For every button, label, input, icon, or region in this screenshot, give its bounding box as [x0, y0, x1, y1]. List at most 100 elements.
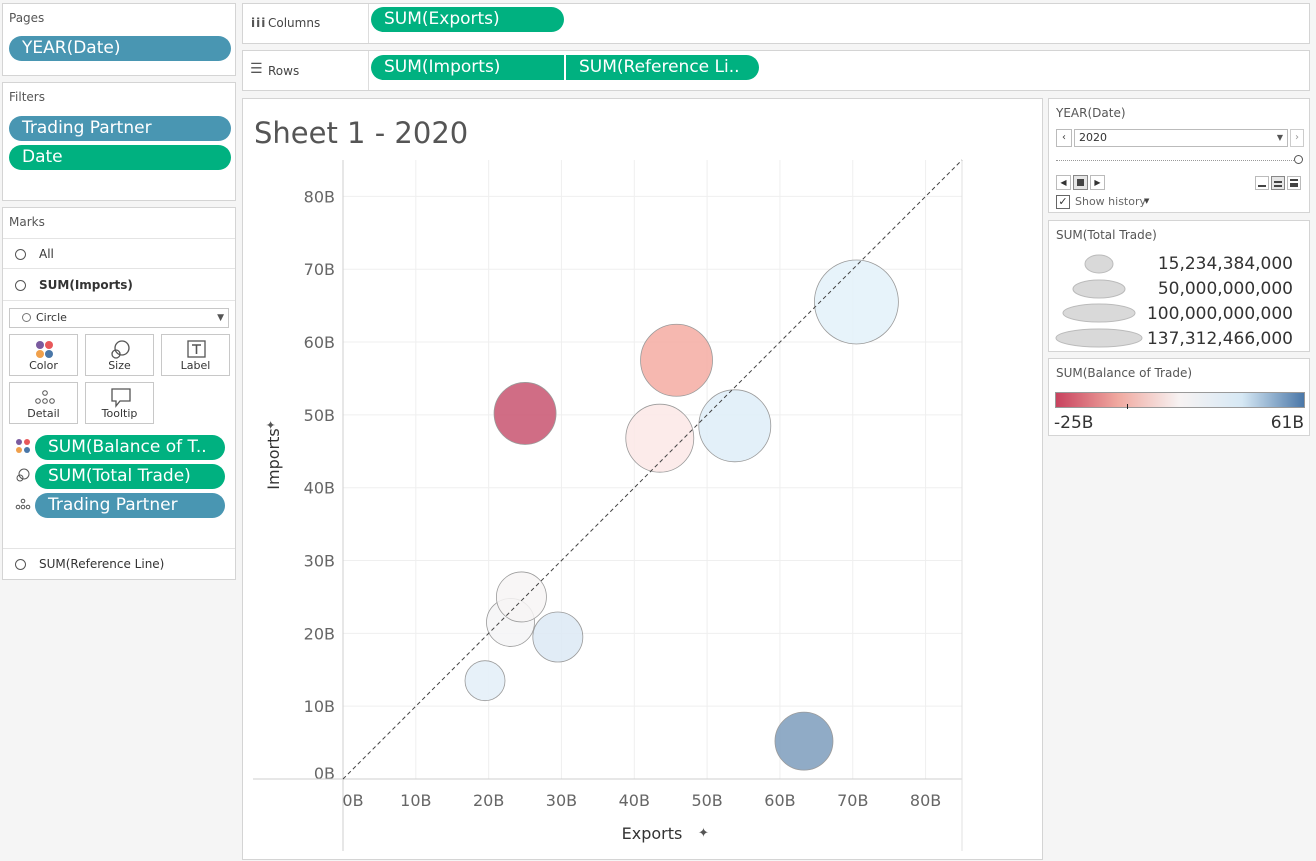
x-tick-label: 10B [400, 791, 431, 810]
detail-button[interactable]: Detail [9, 382, 78, 424]
scatter-point [640, 323, 713, 397]
page-slider-track[interactable] [1056, 160, 1296, 163]
stop-icon [1077, 179, 1084, 186]
x-tick-label: 80B [910, 791, 941, 810]
filter-pill-date[interactable]: Date [9, 145, 231, 170]
y-tick-label: 50B [304, 406, 335, 425]
size-legend-mark-2 [1072, 279, 1126, 299]
y-axis-title: Imports [264, 428, 283, 489]
scatter-chart: Sheet 1 - 2020 0B 0B 10B 10B 20B 20B 30B 30B 40B… [253, 116, 963, 851]
scatter-point [464, 660, 506, 702]
tooltip-icon [111, 388, 131, 408]
marks-pill-total-trade[interactable]: SUM(Total Trade) [35, 464, 225, 489]
detail-icon [35, 390, 55, 404]
reference-line [342, 159, 963, 780]
size-legend-entry-2: 50,000,000,000 [1157, 279, 1293, 299]
show-history-checkbox[interactable]: ✓ [1056, 195, 1070, 209]
chevron-down-icon: ▼ [217, 313, 224, 323]
size-legend-mark-3 [1062, 303, 1136, 323]
y-tick-label: 30B [304, 552, 335, 571]
page-control-title: YEAR(Date) [1056, 106, 1126, 120]
next-page-button[interactable]: › [1290, 129, 1304, 147]
speed-medium-button[interactable] [1271, 176, 1285, 190]
year-select[interactable]: 2020 ▼ [1074, 129, 1288, 147]
y-tick-label: 70B [304, 260, 335, 279]
color-button[interactable]: Color [9, 334, 78, 376]
prev-page-button[interactable]: ‹ [1056, 129, 1072, 147]
chart-title: Sheet 1 - 2020 [254, 116, 468, 150]
rows-pill-imports[interactable]: SUM(Imports) [371, 55, 564, 80]
size-legend-mark-1 [1084, 254, 1114, 274]
rows-pill-reference-line[interactable]: SUM(Reference Li.. [566, 55, 759, 80]
y-axis-pin-icon: ✦ [264, 420, 278, 430]
marks-pill-trading-partner[interactable]: Trading Partner [35, 493, 225, 518]
filters-title: Filters [9, 90, 45, 104]
mark-type-value: Circle [36, 311, 67, 324]
label-button[interactable]: Label [161, 334, 230, 376]
circle-icon [22, 313, 31, 322]
speed-fast-icon [1290, 179, 1298, 187]
label-button-label: Label [180, 359, 211, 372]
scatter-point [814, 259, 899, 345]
scatter-point [698, 389, 772, 463]
speed-slow-button[interactable] [1255, 176, 1269, 190]
columns-divider [368, 4, 369, 43]
marks-tab-reference-label: SUM(Reference Line) [39, 557, 165, 571]
x-tick-label: 50B [691, 791, 722, 810]
show-history-dropdown-icon[interactable]: ▼ [1144, 197, 1150, 205]
marks-card: Marks All SUM(Imports) Circle ▼ Color Si… [2, 207, 236, 580]
x-tick-label: 70B [837, 791, 868, 810]
x-axis-pin-icon: ✦ [698, 826, 709, 841]
speed-medium-icon [1274, 181, 1282, 187]
size-legend-title: SUM(Total Trade) [1056, 228, 1157, 242]
y-tick-label: 60B [304, 333, 335, 352]
chart-axes: 0B 0B 10B 10B 20B 20B 30B 30B 40B 40B 50B 50B 60B 60B… [253, 160, 963, 851]
pages-pill-year-date[interactable]: YEAR(Date) [9, 36, 231, 61]
step-back-button[interactable]: ◀ [1056, 175, 1071, 190]
columns-shelf: iii Columns SUM(Exports) [242, 3, 1310, 44]
detail-encoding-icon [15, 498, 31, 510]
color-icon [36, 341, 53, 358]
color-legend-min: -25B [1054, 413, 1094, 433]
size-legend-marks [1055, 254, 1143, 348]
color-legend-zero-tick [1127, 404, 1128, 409]
size-legend-entry-4: 137,312,466,000 [1146, 329, 1293, 349]
pages-card: Pages YEAR(Date) [2, 3, 236, 76]
stop-button[interactable] [1073, 175, 1088, 190]
speed-slow-icon [1258, 185, 1266, 187]
size-button[interactable]: Size [85, 334, 154, 376]
color-legend-card: SUM(Balance of Trade) -25B 61B [1048, 358, 1310, 436]
size-button-label: Size [108, 359, 131, 372]
tooltip-button[interactable]: Tooltip [85, 382, 154, 424]
size-legend-entry-1: 15,234,384,000 [1157, 254, 1293, 274]
chevron-down-icon: ▼ [1276, 133, 1283, 142]
size-encoding-icon [16, 468, 30, 482]
marks-tab-all[interactable]: All [3, 238, 235, 269]
radio-icon [15, 280, 26, 291]
x-tick-label: 60B [764, 791, 795, 810]
columns-pill-exports[interactable]: SUM(Exports) [371, 7, 564, 32]
y-tick-label: 10B [304, 697, 335, 716]
sheet-canvas: Sheet 1 - 2020 0B 0B 10B 10B 20B 20B 30B 30B 40B… [242, 98, 1043, 860]
step-forward-button[interactable]: ▶ [1090, 175, 1105, 190]
x-tick-label: 30B [546, 791, 577, 810]
size-icon [111, 340, 130, 359]
speed-fast-button[interactable] [1287, 176, 1301, 190]
marks-tab-reference-line[interactable]: SUM(Reference Line) [3, 548, 235, 579]
page-slider-handle[interactable] [1294, 155, 1303, 164]
text-label-icon [187, 340, 206, 358]
marks-pill-balance-of-trade[interactable]: SUM(Balance of T.. [35, 435, 225, 460]
tooltip-button-label: Tooltip [101, 407, 138, 420]
y-tick-label: 40B [304, 479, 335, 498]
radio-icon [15, 249, 26, 260]
rows-icon: ☰ [250, 61, 263, 77]
columns-label: Columns [268, 16, 321, 30]
mark-type-dropdown[interactable]: Circle ▼ [9, 308, 229, 328]
show-history-label[interactable]: Show history [1075, 195, 1147, 208]
color-legend-max: 61B [1270, 413, 1304, 433]
filter-pill-trading-partner[interactable]: Trading Partner [9, 116, 231, 141]
marks-tab-imports[interactable]: SUM(Imports) [3, 270, 235, 301]
size-legend-entry-3: 100,000,000,000 [1146, 304, 1293, 324]
marks-tab-all-label: All [39, 247, 54, 261]
x-tick-label: 40B [619, 791, 650, 810]
